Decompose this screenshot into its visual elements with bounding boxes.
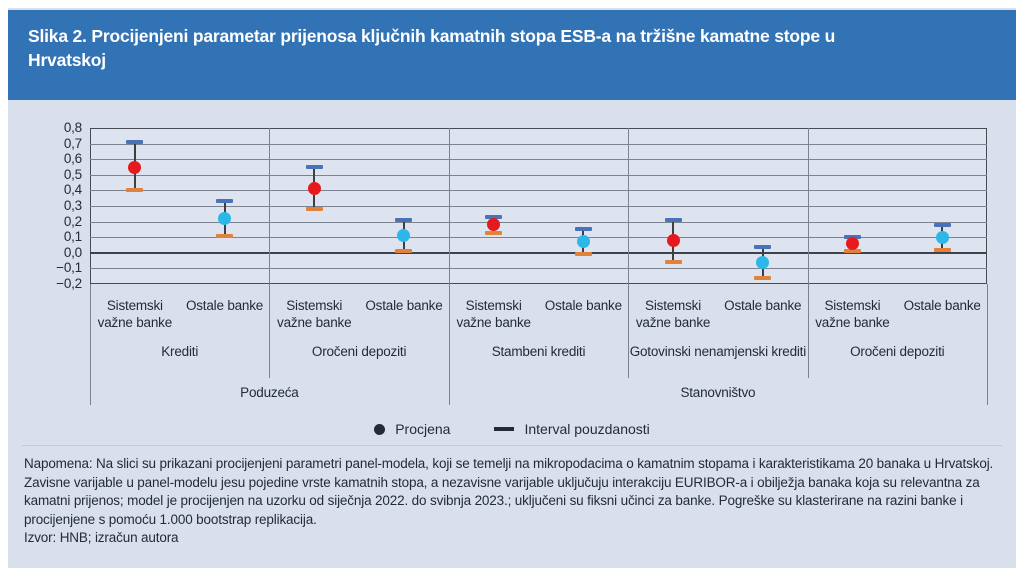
ci-upper-cap (126, 140, 144, 145)
y-axis-tick-label: 0,2 (63, 213, 82, 229)
estimate-dot-icon (374, 423, 386, 435)
sector-label: Stanovništvo (680, 385, 756, 400)
ci-upper-cap (395, 218, 413, 223)
legend-label-interval: Interval pouzdanosti (524, 421, 650, 437)
ci-lower-cap (574, 252, 592, 257)
ci-lower-cap (485, 230, 503, 235)
figure-title: Slika 2. Procijenjeni parametar prijenos… (28, 26, 836, 70)
bank-type-label: Sistemski važne banke (815, 298, 890, 330)
legend-item-procjena: Procjena (374, 421, 450, 437)
figure-note: Napomena: Na slici su prikazani procijen… (24, 455, 1002, 548)
ci-upper-cap (305, 165, 323, 169)
estimate-point (218, 211, 232, 225)
group-divider (807, 128, 809, 284)
product-label: Oročeni depoziti (850, 344, 945, 359)
gridline (90, 221, 987, 223)
y-axis-tick-label: 0,5 (63, 166, 82, 182)
ci-lower-cap (843, 249, 861, 254)
gridline (90, 206, 987, 207)
estimate-point (576, 235, 590, 249)
ci-lower-cap (216, 233, 234, 238)
gridline (90, 143, 987, 145)
y-axis-tick-label: 0,8 (63, 120, 82, 135)
ci-lower-cap (395, 249, 413, 254)
source-text: Izvor: HNB; izračun autora (24, 530, 179, 546)
estimate-point (487, 218, 501, 232)
gridline (90, 174, 987, 176)
gridline (90, 268, 987, 270)
legend-item-interval: Interval pouzdanosti (494, 421, 650, 437)
gridline (90, 190, 987, 192)
product-label: Stambeni krediti (491, 344, 586, 359)
group-divider (269, 128, 271, 284)
chart-legend: Procjena Interval pouzdanosti (8, 421, 1016, 437)
bank-type-label: Sistemski važne banke (635, 298, 711, 330)
chart-note-divider (22, 445, 1002, 446)
estimate-point (307, 182, 321, 196)
product-label: Gotovinski nenamjenski krediti (629, 344, 807, 359)
bank-type-label: Ostale banke (365, 298, 443, 313)
estimate-point (397, 229, 411, 243)
group-divider (628, 128, 630, 284)
product-divider (807, 284, 809, 378)
product-divider (628, 284, 630, 378)
ci-lower-cap (305, 207, 323, 212)
sector-divider (448, 284, 450, 405)
ci-upper-cap (664, 218, 682, 223)
confidence-interval-dash-icon (494, 426, 515, 432)
ci-upper-cap (485, 214, 503, 219)
note-text: Napomena: Na slici su prikazani procijen… (24, 456, 994, 527)
bank-type-label: Sistemski važne banke (97, 298, 173, 330)
estimate-point (756, 255, 770, 269)
group-divider (448, 128, 450, 284)
figure-header: Slika 2. Procijenjeni parametar prijenos… (8, 10, 1016, 100)
ci-upper-cap (754, 244, 772, 249)
zero-gridline (90, 251, 987, 254)
y-axis-tick-label: −0,1 (56, 260, 82, 276)
ci-lower-cap (126, 188, 144, 193)
y-axis-tick-label: 0,4 (63, 182, 82, 198)
product-divider (269, 284, 271, 378)
y-axis-tick-label: 0,3 (63, 198, 82, 213)
product-label: Oročeni depoziti (311, 344, 407, 359)
y-axis-tick-label: 0,7 (63, 135, 82, 151)
estimate-point (666, 233, 680, 247)
bank-type-label: Ostale banke (544, 298, 622, 313)
y-axis-tick-label: 0,1 (63, 229, 82, 245)
y-axis-tick-label: 0,0 (63, 244, 82, 260)
ci-lower-cap (754, 275, 772, 280)
figure-slika-2: Slika 2. Procijenjeni parametar prijenos… (8, 8, 1016, 568)
bank-type-label: Ostale banke (903, 298, 981, 313)
ci-lower-cap (664, 260, 682, 265)
bank-type-label: Ostale banke (724, 298, 802, 313)
ci-upper-cap (216, 199, 234, 204)
ci-upper-cap (933, 222, 951, 227)
ci-upper-cap (574, 227, 592, 232)
bank-type-label: Sistemski važne banke (277, 298, 352, 330)
product-label: Krediti (161, 344, 199, 359)
y-axis-tick-label: 0,6 (63, 151, 82, 167)
axis-edge-divider (90, 284, 91, 405)
bank-type-label: Sistemski važne banke (456, 298, 531, 330)
estimate-point (935, 230, 949, 244)
axis-edge-divider (987, 284, 988, 405)
ci-lower-cap (933, 247, 951, 252)
estimate-point (128, 160, 142, 174)
estimate-point (845, 236, 859, 250)
gridline (90, 237, 987, 239)
transmission-parameter-chart: 0,8 0,7 0,6 0,5 0,4 0,3 0,2 0,1 0,0 −0,1 −0,2 Siste… (8, 8, 1016, 568)
sector-label: Poduzeća (240, 385, 299, 400)
gridline (90, 159, 987, 161)
bank-type-label: Ostale banke (185, 298, 264, 313)
y-axis-tick-label: −0,2 (56, 276, 82, 291)
legend-label-procjena: Procjena (395, 421, 451, 437)
